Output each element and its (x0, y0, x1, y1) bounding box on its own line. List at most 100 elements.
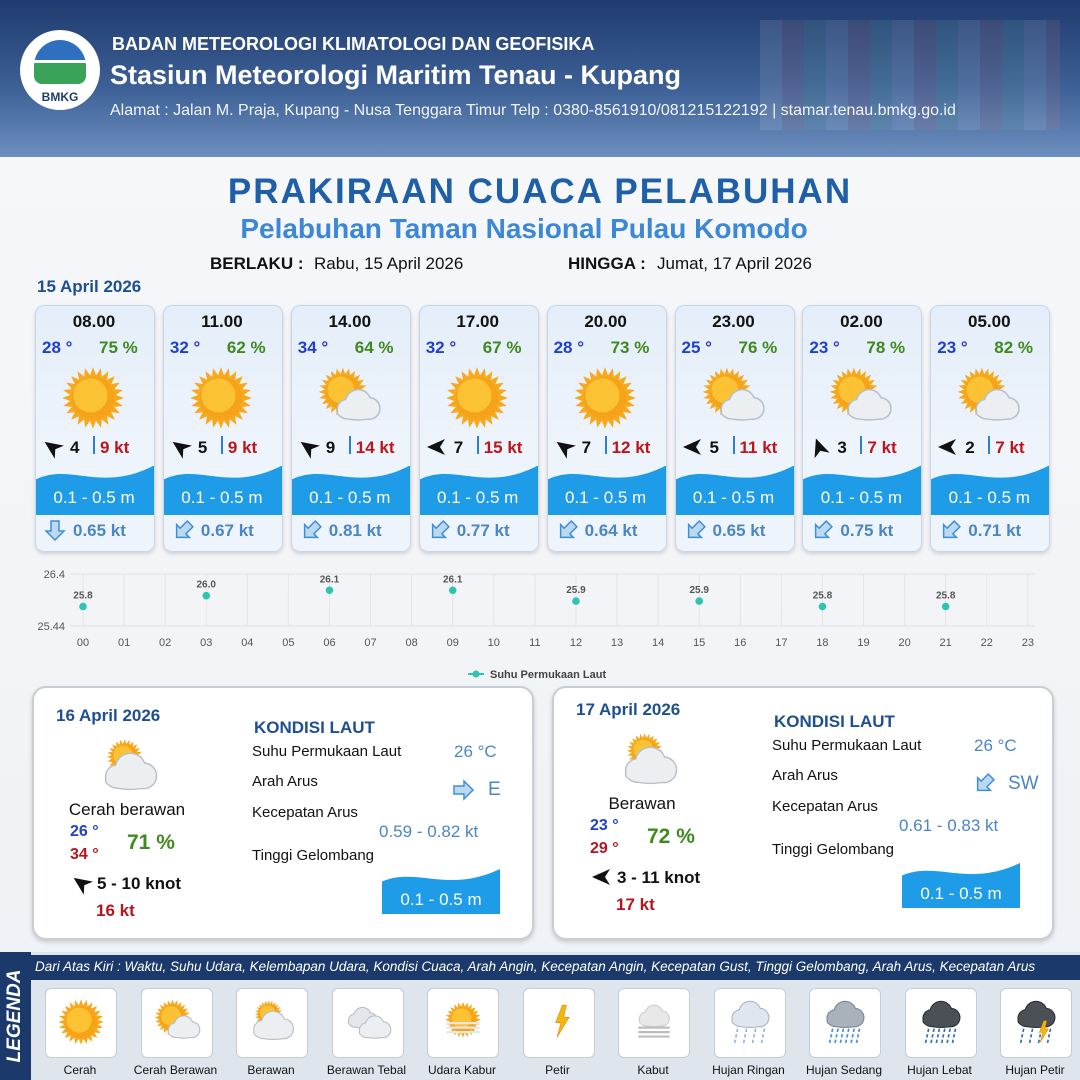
cloud-part (359, 1027, 390, 1038)
wave-shape (902, 863, 1020, 908)
rain-drop (1019, 1028, 1025, 1045)
rain-drop (950, 1028, 956, 1045)
card-current: 0.81 kt (328, 521, 382, 540)
rain-drop (828, 1028, 834, 1045)
current-arrow-shape (175, 520, 194, 539)
wind-arrow-shape (938, 439, 957, 455)
legend-icon-box (522, 988, 595, 1058)
wind-arrow-shape (426, 439, 445, 455)
cloud-part (106, 772, 155, 789)
sea-direction: E (488, 779, 501, 800)
wind-arrow-shape (73, 877, 93, 895)
card-time: 11.00 (201, 312, 243, 331)
card-wave (931, 465, 1050, 515)
daily-temp-max: 29 ° (590, 840, 619, 857)
daily-temp-max: 34 ° (70, 846, 99, 863)
data-point (448, 586, 457, 595)
data-point (572, 597, 580, 605)
sea-label: Suhu Permukaan Laut (252, 743, 402, 760)
daily-date: 17 April 2026 (576, 700, 681, 719)
card-wave-height: 0.1 - 0.5 m (309, 488, 391, 507)
wind-arrow (556, 441, 576, 459)
x-tick-label: 01 (118, 637, 130, 649)
x-tick-label: 17 (775, 637, 787, 649)
legend-item: Hujan Petir (1005, 1063, 1065, 1077)
wave-shape (675, 465, 794, 515)
card-wave (675, 465, 794, 515)
card-wave (803, 465, 922, 515)
data-point (202, 591, 211, 600)
cloud-part (1018, 1015, 1054, 1027)
x-tick-label: 15 (693, 637, 705, 649)
daily-humidity: 72 % (647, 825, 695, 848)
current-arrow (976, 773, 995, 792)
weather-icon (702, 367, 765, 421)
x-tick-label: 04 (241, 637, 253, 649)
card-gust: 7 kt (995, 438, 1025, 457)
sea-wave (902, 863, 1020, 908)
legend-label: Suhu Permukaan Laut (490, 669, 606, 681)
legend-item: Hujan Ringan (712, 1063, 785, 1077)
daily-gust: 17 kt (616, 895, 655, 914)
sun-core (585, 378, 620, 413)
sea-sst: 26 °C (454, 742, 497, 761)
card-current: 0.64 kt (584, 521, 638, 540)
subtitle: Pelabuhan Taman Nasional Pulau Komodo (240, 213, 808, 244)
daily-condition: Cerah berawan (68, 800, 186, 819)
data-label: 25.9 (566, 585, 586, 596)
legend-item: Cerah (63, 1063, 97, 1077)
wave-shape (36, 465, 154, 515)
wind-arrow (172, 441, 192, 459)
separator (476, 436, 479, 454)
valid-to-label: HINGGA : (568, 254, 646, 273)
data-point (79, 602, 87, 611)
legend-item: Petir (545, 1063, 570, 1077)
x-tick-label: 02 (159, 637, 171, 649)
cloud-part (732, 1015, 767, 1027)
x-tick-label: 22 (981, 637, 993, 649)
legend-strip (0, 952, 31, 1080)
sun-core (73, 378, 108, 413)
sea-wave-height: 0.1 - 0.5 m (920, 884, 1002, 903)
card-time: 23.00 (712, 312, 755, 331)
cloud-part (923, 1015, 958, 1027)
valid-from-label: BERLAKU : (210, 254, 304, 273)
cloud-part (639, 1016, 669, 1026)
card-wave (163, 465, 282, 515)
card-wave-height: 0.1 - 0.5 m (181, 488, 263, 507)
weather-icon (445, 1001, 481, 1038)
rain-drop (750, 1028, 756, 1045)
sea-label: Tinggi Gelombang (252, 847, 375, 864)
rain-drop (934, 1028, 940, 1045)
cloud-part (977, 405, 1018, 420)
weather-icon (638, 1004, 670, 1038)
card-humidity: 78 % (866, 338, 906, 357)
card-gust: 12 kt (611, 438, 651, 457)
card-temp: 23 ° (809, 338, 840, 357)
data-label: 26.0 (197, 580, 217, 591)
card-wind: 2 (965, 438, 975, 457)
weather-icon (154, 999, 200, 1039)
legend-item: Berawan Tebal (326, 1063, 407, 1077)
current-arrow (943, 520, 962, 539)
separator (988, 436, 991, 454)
card-wave-height: 0.1 - 0.5 m (53, 488, 135, 507)
card-time: 05.00 (968, 312, 1011, 331)
separator (220, 436, 223, 454)
daily-date: 16 April 2026 (56, 706, 161, 725)
card-current: 0.65 kt (712, 521, 766, 540)
sea-label: Suhu Permukaan Laut (772, 737, 922, 754)
sea-label: Arah Arus (252, 773, 318, 790)
card-gust: 14 kt (355, 438, 395, 457)
card-wind: 7 (581, 438, 592, 457)
card-temp: 28 ° (42, 338, 73, 357)
wind-arrow-shape (44, 441, 64, 459)
card-current: 0.77 kt (456, 521, 510, 540)
x-tick-label: 00 (77, 637, 89, 649)
card-wave-height: 0.1 - 0.5 m (820, 488, 903, 507)
valid-to: Jumat, 17 April 2026 (657, 254, 812, 273)
wind-arrow (592, 869, 610, 885)
current-arrow (44, 520, 66, 542)
legend-item: Hujan Sedang (805, 1063, 883, 1077)
weather-icon (826, 1000, 865, 1045)
